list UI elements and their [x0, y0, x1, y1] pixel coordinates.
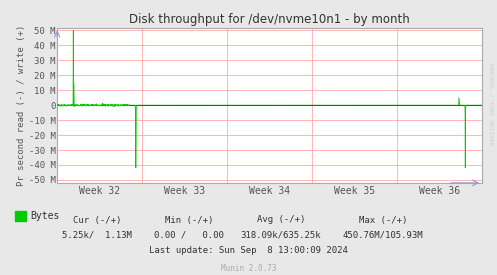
Text: Avg (-/+): Avg (-/+): [256, 216, 305, 224]
Title: Disk throughput for /dev/nvme10n1 - by month: Disk throughput for /dev/nvme10n1 - by m…: [129, 13, 410, 26]
Text: Cur (-/+): Cur (-/+): [73, 216, 121, 224]
Text: 450.76M/105.93M: 450.76M/105.93M: [342, 231, 423, 240]
Text: Bytes: Bytes: [30, 211, 59, 221]
Text: Last update: Sun Sep  8 13:00:09 2024: Last update: Sun Sep 8 13:00:09 2024: [149, 246, 348, 255]
Text: 5.25k/  1.13M: 5.25k/ 1.13M: [62, 231, 132, 240]
Y-axis label: Pr second read (-) / write (+): Pr second read (-) / write (+): [17, 24, 26, 186]
Text: Min (-/+): Min (-/+): [165, 216, 213, 224]
Text: 0.00 /   0.00: 0.00 / 0.00: [154, 231, 224, 240]
Text: Max (-/+): Max (-/+): [358, 216, 407, 224]
Text: Munin 2.0.73: Munin 2.0.73: [221, 264, 276, 273]
Text: 318.09k/635.25k: 318.09k/635.25k: [241, 231, 321, 240]
Text: RRDTOOL / TOBI OETIKER: RRDTOOL / TOBI OETIKER: [489, 63, 494, 146]
